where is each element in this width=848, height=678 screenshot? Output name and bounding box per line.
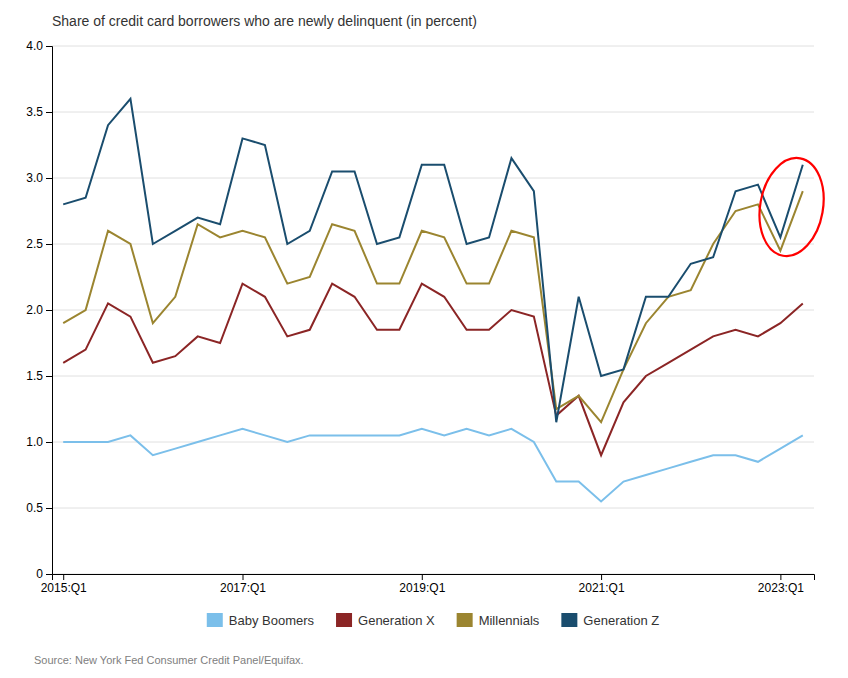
legend-label: Generation X [358,613,435,628]
x-tick: 2023:Q1 [758,574,804,595]
grid-line [52,112,814,113]
legend-swatch [561,613,577,627]
y-tick: 3.5 [26,105,52,119]
grid-line [52,442,814,443]
grid-line [52,508,814,509]
x-tick: 2015:Q1 [41,574,87,595]
x-tick-label: 2023:Q1 [758,581,804,595]
source: Source: New York Fed Consumer Credit Pan… [34,654,304,666]
grid-line [52,244,814,245]
legend-swatch [207,613,223,627]
grid-line [52,46,814,47]
y-tick-mark [46,442,52,443]
y-tick-mark [46,112,52,113]
x-tick-mark [780,574,781,580]
x-tick-mark [63,574,64,580]
y-tick-label: 2.0 [26,303,43,317]
grid-line [52,376,814,377]
grid-line [52,310,814,311]
y-tick-mark [46,310,52,311]
x-tick: 2019:Q1 [399,574,445,595]
lines [63,99,803,502]
x-axis-line [53,575,815,581]
y-tick-mark [46,574,52,575]
series-line [63,284,803,456]
y-tick: 3.0 [26,171,52,185]
y-tick-label: 0.5 [26,501,43,515]
y-tick: 0.5 [26,501,52,515]
y-tick-mark [46,46,52,47]
y-tick-label: 4.0 [26,39,43,53]
highlight-ellipse [752,153,831,261]
grid-line [52,178,814,179]
y-tick: 1.0 [26,435,52,449]
y-tick-mark [46,244,52,245]
x-tick-label: 2015:Q1 [41,581,87,595]
x-tick-label: 2017:Q1 [220,581,266,595]
legend-item: Millennials [457,613,540,628]
x-tick: 2017:Q1 [220,574,266,595]
x-tick-label: 2021:Q1 [579,581,625,595]
series-line [63,191,803,422]
legend-swatch [457,613,473,627]
y-tick: 4.0 [26,39,52,53]
y-tick-label: 1.0 [26,435,43,449]
y-tick: 2.5 [26,237,52,251]
y-tick: 0 [36,567,52,581]
y-axis: 0 0.5 1.0 1.5 2.0 2.5 3.0 3.5 4.0 [26,39,52,581]
y-axis-line [46,47,53,575]
title: Share of credit card borrowers who are n… [52,13,477,29]
y-tick-label: 2.5 [26,237,43,251]
legend-item: Generation Z [561,613,659,628]
annotations [752,153,831,261]
legend-item: Generation X [336,613,435,628]
y-tick-label: 3.0 [26,171,43,185]
y-tick-mark [46,508,52,509]
y-tick: 1.5 [26,369,52,383]
y-tick-label: 0 [36,567,43,581]
legend: Baby Boomers Generation X Millennials Gener… [207,613,660,628]
legend-item: Baby Boomers [207,613,315,628]
grid [52,46,814,574]
y-tick-mark [46,376,52,377]
x-axis: 2015:Q1 2017:Q1 2019:Q1 2021:Q1 2023:Q1 [41,574,815,595]
legend-label: Millennials [479,613,540,628]
x-tick: 2021:Q1 [579,574,625,595]
y-tick: 2.0 [26,303,52,317]
x-tick-mark [243,574,244,580]
y-tick-label: 1.5 [26,369,43,383]
legend-label: Generation Z [583,613,659,628]
legend-label: Baby Boomers [229,613,315,628]
y-tick-mark [46,178,52,179]
x-tick-mark [422,574,423,580]
x-tick-mark [601,574,602,580]
legend-swatch [336,613,352,627]
y-tick-label: 3.5 [26,105,43,119]
series-line [63,99,803,422]
chart: Share of credit card borrowers who are n… [0,0,848,678]
series-line [63,429,803,502]
x-tick-label: 2019:Q1 [399,581,445,595]
